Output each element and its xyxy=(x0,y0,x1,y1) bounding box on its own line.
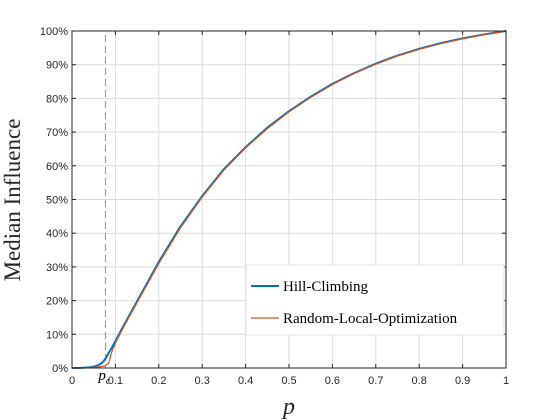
y-tick-labels: 0% 10% 20% 30% 40% 50% 60% 70% 80% 90% 100% xyxy=(40,26,68,375)
y-axis-title: Median Influence xyxy=(0,119,25,282)
x-tick-label: 0.6 xyxy=(325,375,340,387)
y-tick-label: 80% xyxy=(46,93,68,105)
x-tick-label: 1 xyxy=(503,375,509,387)
x-tick-label: 0.2 xyxy=(151,375,166,387)
y-tick-label: 50% xyxy=(46,195,68,207)
series-group xyxy=(71,30,507,369)
x-tick-labels: 0 0.1 0.2 0.3 0.4 0.5 0.6 0.7 0.8 0.9 1 xyxy=(69,375,509,387)
x-tick-label: 0.8 xyxy=(412,375,427,387)
y-tick-label: 100% xyxy=(40,26,68,38)
legend-label-hill-climbing: Hill-Climbing xyxy=(283,279,369,295)
series-line-random-local-optimization xyxy=(71,30,507,369)
x-tick-label: 0.9 xyxy=(455,375,470,387)
y-tick-label: 90% xyxy=(46,60,68,72)
x-axis-title: p xyxy=(281,394,295,420)
legend-box xyxy=(245,264,505,336)
legend: Hill-Climbing Random-Local-Optimization xyxy=(245,264,505,336)
y-tick-label: 30% xyxy=(46,262,68,274)
x-tick-label: 0.3 xyxy=(195,375,210,387)
x-tick-label: 0.1 xyxy=(108,375,123,387)
legend-label-random-local-optimization: Random-Local-Optimization xyxy=(283,311,458,327)
axes xyxy=(71,30,507,369)
y-tick-label: 70% xyxy=(46,127,68,139)
y-tick-label: 20% xyxy=(46,296,68,308)
y-tick-label: 0% xyxy=(52,363,68,375)
x-tick-label: 0 xyxy=(69,375,75,387)
y-tick-label: 60% xyxy=(46,161,68,173)
axes-box xyxy=(71,30,507,369)
y-tick-label: 10% xyxy=(46,329,68,341)
threshold-label: pc xyxy=(97,368,111,387)
x-tick-label: 0.5 xyxy=(281,375,296,387)
x-tick-label: 0.7 xyxy=(368,375,383,387)
x-tick-label: 0.4 xyxy=(238,375,253,387)
y-tick-label: 40% xyxy=(46,228,68,240)
threshold-group: pc xyxy=(97,35,111,387)
